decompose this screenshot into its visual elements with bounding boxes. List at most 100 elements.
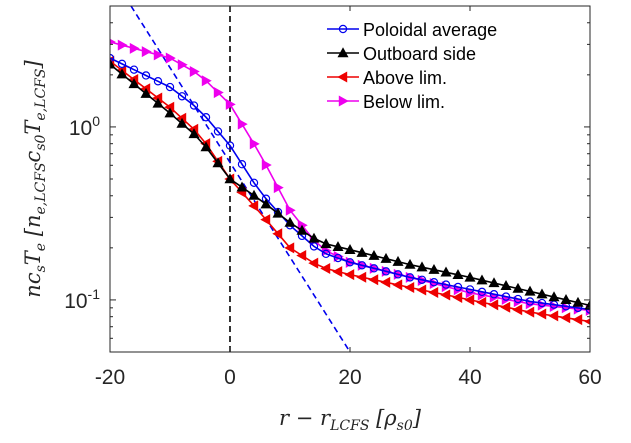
data-point: [140, 87, 152, 98]
x-tick-label: 60: [578, 366, 601, 389]
data-point: [441, 280, 451, 289]
data-point: [560, 312, 571, 324]
data-point: [404, 281, 415, 294]
data-point: [560, 294, 572, 304]
legend-marker: [337, 47, 349, 58]
data-point: [308, 257, 319, 269]
data-point: [248, 200, 259, 212]
data-point: [393, 270, 403, 279]
data-point: [464, 294, 475, 306]
data-point: [357, 261, 367, 270]
data-point: [356, 246, 368, 257]
data-point: [404, 258, 416, 269]
data-point: [117, 59, 127, 69]
data-point: [272, 228, 283, 240]
legend-marker: [338, 95, 349, 107]
data-point: [284, 242, 295, 254]
legend-marker: [337, 71, 348, 83]
data-point: [213, 87, 224, 99]
data-point: [296, 249, 307, 262]
data-point: [488, 277, 500, 288]
data-point: [260, 198, 272, 209]
plot-background: [110, 6, 590, 352]
legend-label: Outboard side: [363, 44, 476, 64]
data-point: [356, 271, 367, 283]
x-tick-label: 0: [224, 366, 236, 389]
legend-label: Above lim.: [363, 68, 447, 88]
data-point: [524, 306, 535, 318]
legend-entry: Outboard side: [327, 44, 476, 64]
data-point: [110, 58, 116, 69]
data-point: [501, 292, 511, 301]
data-point: [513, 294, 523, 304]
series-outboard-side: [110, 58, 590, 310]
data-point: [177, 92, 187, 101]
data-point: [344, 244, 356, 254]
data-point: [333, 253, 343, 263]
data-point: [249, 138, 260, 150]
data-point: [273, 182, 284, 194]
data-point: [572, 296, 584, 307]
ticks-layer: -20 0 20 40 60 10-1 100: [64, 5, 602, 389]
data-point: [332, 266, 343, 278]
data-point: [537, 298, 547, 308]
data-point: [477, 287, 487, 297]
legend: Poloidal average Outboard side Above lim. B…: [327, 20, 497, 112]
data-point: [584, 299, 590, 310]
data-point: [392, 255, 404, 266]
data-point: [417, 275, 427, 284]
data-point: [285, 204, 296, 216]
data-point: [380, 276, 391, 288]
data-point: [260, 214, 271, 226]
data-point: [225, 98, 236, 110]
data-point: [452, 269, 464, 280]
data-point: [164, 107, 176, 118]
data-point: [165, 52, 176, 64]
y-tick-label: 10-1: [64, 286, 100, 313]
data-point: [416, 284, 427, 296]
data-point: [141, 46, 152, 58]
data-point: [200, 141, 212, 152]
data-point: [321, 249, 331, 259]
data-point: [536, 288, 548, 299]
data-point: [572, 314, 583, 326]
data-point: [165, 82, 175, 92]
data-point: [189, 101, 199, 110]
data-point: [177, 59, 188, 71]
data-point: [525, 297, 535, 306]
legend-entry: Above lim.: [327, 68, 447, 88]
data-point: [512, 304, 523, 316]
data-point: [416, 261, 428, 272]
legend-marker: [338, 24, 348, 34]
data-point: [524, 285, 536, 296]
series-layer: [110, 38, 590, 326]
data-point: [248, 189, 260, 200]
data-point: [261, 159, 272, 171]
data-point: [452, 291, 463, 303]
y-axis-title: ncsTe [ne,LCFScs0Te,LCFS]: [21, 60, 49, 298]
data-point: [345, 258, 355, 267]
data-point: [488, 299, 499, 311]
data-point: [212, 157, 224, 168]
data-point: [476, 274, 488, 285]
data-point: [176, 117, 188, 128]
data-point: [405, 273, 415, 282]
data-point: [380, 252, 392, 263]
data-point: [284, 216, 296, 227]
legend-entry: Poloidal average: [327, 20, 497, 40]
x-axis-title: r − rLCFS [ρs0]: [279, 406, 422, 434]
data-point: [249, 178, 259, 187]
data-point: [332, 241, 344, 252]
data-point: [500, 301, 511, 313]
x-tick-label: 40: [458, 366, 481, 389]
data-point: [201, 75, 212, 87]
data-point: [369, 264, 379, 273]
data-point: [453, 282, 463, 292]
data-point: [141, 71, 151, 80]
data-point: [548, 291, 560, 302]
data-point: [309, 242, 319, 251]
data-point: [225, 141, 235, 150]
data-point: [237, 159, 247, 169]
data-point: [189, 65, 200, 78]
